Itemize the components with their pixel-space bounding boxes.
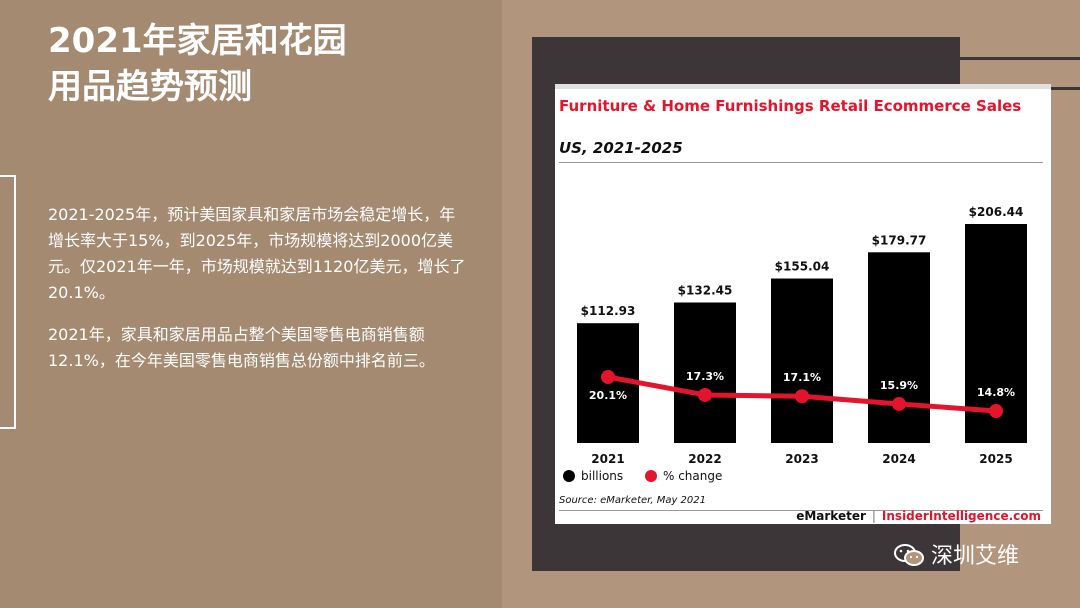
deco-line-mid — [1051, 87, 1080, 90]
watermark-text: 深圳艾维 — [931, 544, 1020, 569]
brand-insider: InsiderIntelligence.com — [881, 509, 1041, 523]
point-percent-2022 — [698, 387, 712, 402]
legend-label-change: % change — [662, 469, 723, 483]
bracket-decoration — [0, 175, 16, 429]
brand-separator: | — [871, 509, 876, 523]
chart-plot: $112.93 2021 $132.45 2022 $155.04 2023 $179.77… — [577, 205, 1027, 466]
brand-emarketer: eMarketer — [796, 509, 866, 523]
percent-label-2024: 15.9% — [880, 379, 918, 392]
percent-label-2022: 17.3% — [686, 370, 724, 383]
slide-title-line1: 2021年家居和花园 — [48, 21, 347, 61]
percent-label-2021: 20.1% — [589, 389, 627, 402]
bar-value-label-2022: $132.45 — [678, 283, 733, 297]
chart-source: Source: eMarketer, May 2021 — [559, 495, 707, 506]
legend-marker-billions — [563, 470, 575, 482]
percent-label-2025: 14.8% — [977, 386, 1015, 399]
deco-line-top — [960, 57, 1080, 60]
bar-value-label-2025: $206.44 — [969, 205, 1024, 219]
left-panel: 2021年家居和花园 用品趋势预测 2021-2025年，预计美国家具和家居市场… — [0, 0, 502, 608]
x-tick-2023: 2023 — [785, 452, 818, 466]
body-text: 2021-2025年，预计美国家具和家居市场会稳定增长，年增长率大于15%，到2… — [48, 202, 468, 390]
x-tick-2025: 2025 — [979, 452, 1012, 466]
bar-2022 — [674, 302, 736, 443]
bar-2024 — [868, 252, 930, 443]
point-percent-2023 — [795, 389, 809, 404]
percent-label-2023: 17.1% — [783, 371, 821, 384]
bar-2023 — [771, 278, 833, 443]
chart-brand: eMarketer | InsiderIntelligence.com — [796, 509, 1041, 523]
x-tick-2021: 2021 — [591, 452, 624, 466]
bar-value-label-2023: $155.04 — [775, 260, 830, 274]
legend-item-billions: billions — [563, 469, 623, 483]
chart-bottom-divider — [559, 510, 1043, 511]
chart-title: Furniture & Home Furnishings Retail Ecom… — [559, 97, 1022, 115]
paragraph-1: 2021-2025年，预计美国家具和家居市场会稳定增长，年增长率大于15%，到2… — [48, 205, 466, 302]
bar-value-label-2021: $112.93 — [581, 304, 636, 318]
watermark: 深圳艾维 — [893, 542, 1019, 572]
paragraph-2: 2021年，家具和家居用品占整个美国零售电商销售额12.1%，在今年美国零售电商… — [48, 325, 435, 370]
legend-item-change: % change — [644, 469, 723, 483]
point-percent-2024 — [892, 396, 906, 411]
bar-value-label-2024: $179.77 — [872, 233, 927, 247]
x-tick-2022: 2022 — [688, 452, 721, 466]
chart-card: Furniture & Home Furnishings Retail Ecom… — [555, 84, 1051, 524]
chart-divider — [559, 162, 1043, 163]
chart-subtitle: US, 2021-2025 — [559, 139, 683, 157]
slide-title-line2: 用品趋势预测 — [48, 67, 252, 107]
slide-title: 2021年家居和花园 用品趋势预测 — [48, 18, 468, 110]
legend-marker-change — [644, 470, 657, 482]
x-tick-2024: 2024 — [882, 452, 915, 466]
wechat-icon — [894, 544, 924, 566]
point-percent-2025 — [989, 404, 1003, 418]
chart-legend: billions % change — [563, 469, 740, 483]
legend-label-billions: billions — [581, 469, 624, 483]
point-percent-2021 — [601, 370, 615, 384]
